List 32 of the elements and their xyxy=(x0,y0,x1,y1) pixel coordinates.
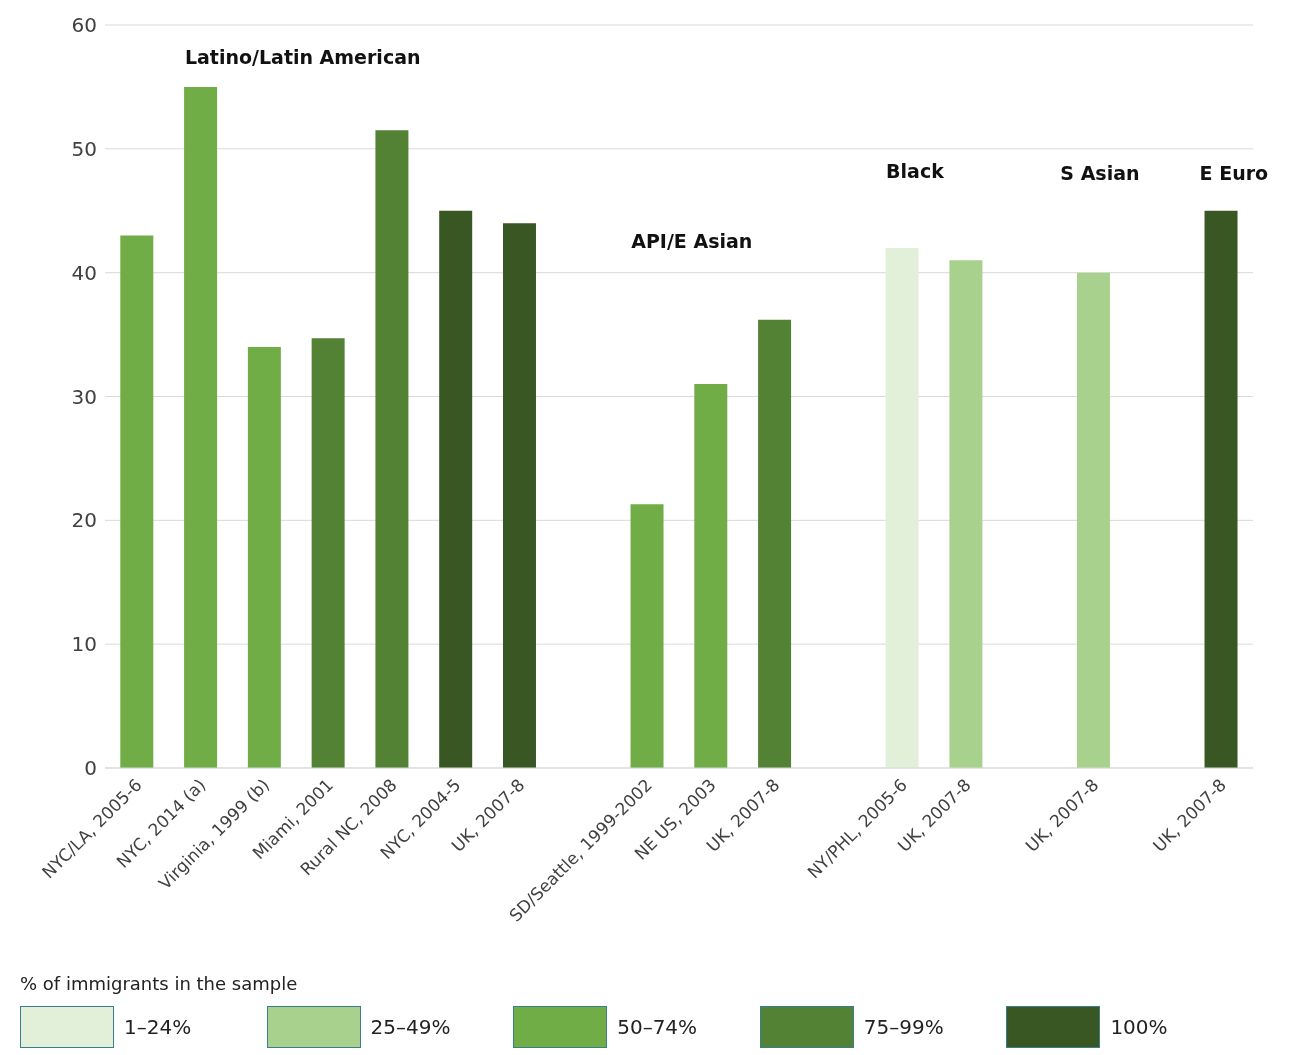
legend-label: 100% xyxy=(1110,1015,1168,1039)
bar xyxy=(1076,272,1110,768)
bar xyxy=(502,223,536,768)
bar xyxy=(375,130,409,768)
annotation: Latino/Latin American xyxy=(184,46,421,68)
bar xyxy=(439,210,473,768)
legend-title: % of immigrants in the sample xyxy=(20,973,299,994)
annotation: Black xyxy=(886,160,944,182)
bar xyxy=(885,247,919,768)
bar xyxy=(247,346,281,768)
y-tick-label: 60 xyxy=(71,13,97,38)
bar xyxy=(184,86,218,768)
annotation: S Asian xyxy=(1060,162,1140,184)
bar xyxy=(311,338,345,768)
legend-label: 1–24% xyxy=(124,1015,192,1039)
bar xyxy=(694,384,728,768)
legend-label: 50–74% xyxy=(617,1015,698,1039)
y-tick-label: 40 xyxy=(71,260,97,285)
bar xyxy=(120,235,154,768)
y-tick-label: 10 xyxy=(71,632,97,657)
annotation: API/E Asian xyxy=(631,230,753,252)
bar xyxy=(630,504,664,768)
bar xyxy=(949,260,983,768)
legend-label: 25–49% xyxy=(370,1015,451,1039)
y-tick-label: 30 xyxy=(71,384,97,409)
y-tick-label: 0 xyxy=(84,756,97,781)
y-tick-label: 20 xyxy=(71,508,97,533)
legend-label: 75–99% xyxy=(863,1015,944,1039)
annotation: E Euro xyxy=(1199,162,1269,184)
y-tick-label: 50 xyxy=(71,136,97,161)
bar xyxy=(758,319,792,768)
bar xyxy=(1204,210,1238,768)
